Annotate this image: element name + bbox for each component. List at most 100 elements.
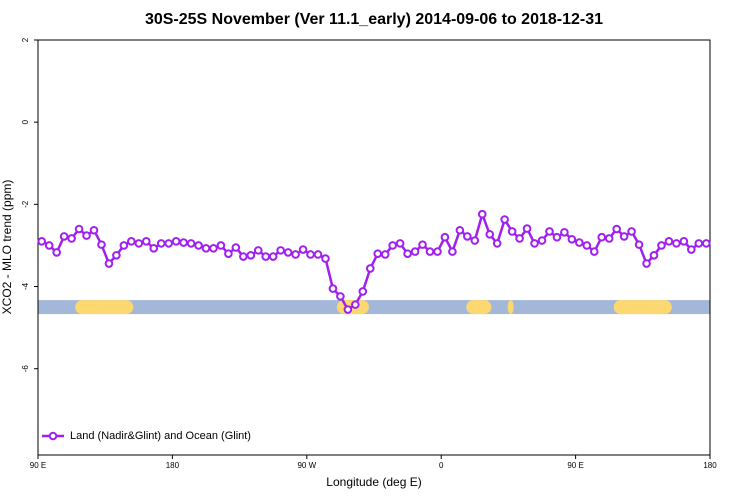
y-tick-label: -4 bbox=[21, 282, 30, 290]
data-point bbox=[283, 248, 293, 257]
data-point bbox=[582, 241, 592, 250]
data-point bbox=[201, 244, 211, 253]
x-tick-label: 180 bbox=[166, 461, 180, 470]
data-point bbox=[343, 305, 353, 314]
data-point bbox=[589, 247, 599, 256]
ocean-band bbox=[38, 300, 710, 315]
data-point bbox=[179, 238, 188, 247]
data-point bbox=[186, 239, 196, 248]
data-point bbox=[74, 224, 84, 234]
land-band bbox=[466, 300, 492, 315]
data-point bbox=[156, 239, 166, 248]
data-point bbox=[627, 227, 636, 236]
y-tick-label: 0 bbox=[21, 119, 30, 124]
x-tick-label: 90 E bbox=[567, 461, 583, 470]
x-tick-label: 180 bbox=[703, 461, 717, 470]
data-point bbox=[216, 241, 226, 250]
data-point bbox=[141, 237, 151, 246]
data-point bbox=[537, 236, 547, 245]
data-point bbox=[679, 237, 689, 246]
data-point bbox=[418, 240, 427, 249]
data-point bbox=[313, 250, 323, 259]
data-point bbox=[388, 241, 397, 250]
data-point bbox=[291, 250, 300, 259]
data-point bbox=[470, 236, 480, 245]
data-point bbox=[687, 245, 696, 254]
data-point bbox=[268, 252, 278, 261]
data-point bbox=[515, 234, 524, 243]
data-point bbox=[365, 264, 375, 273]
data-point bbox=[485, 230, 495, 239]
data-point bbox=[672, 239, 681, 248]
data-point bbox=[664, 237, 674, 246]
data-point bbox=[336, 292, 345, 301]
data-point bbox=[403, 249, 412, 258]
data-point bbox=[224, 249, 233, 258]
data-point bbox=[597, 232, 607, 242]
data-point bbox=[642, 259, 651, 268]
data-point bbox=[209, 244, 218, 253]
data-point bbox=[171, 237, 181, 246]
data-point bbox=[567, 234, 577, 244]
data-point bbox=[425, 247, 435, 256]
data-point bbox=[612, 224, 621, 234]
data-point bbox=[59, 232, 69, 241]
data-point bbox=[649, 251, 659, 260]
y-tick-label: 2 bbox=[21, 37, 30, 42]
y-tick-label: -6 bbox=[21, 365, 30, 373]
chart-title: 30S-25S November (Ver 11.1_early) 2014-0… bbox=[145, 11, 603, 28]
y-axis-label: XCO2 - MLO trend (ppm) bbox=[0, 180, 14, 315]
data-point bbox=[276, 246, 285, 255]
plot-frame bbox=[37, 39, 711, 456]
y-tick-label: -2 bbox=[21, 200, 30, 208]
data-point bbox=[530, 239, 539, 248]
data-point bbox=[52, 248, 61, 257]
data-point bbox=[328, 284, 338, 293]
data-point bbox=[694, 239, 704, 248]
data-point bbox=[112, 251, 121, 260]
data-point bbox=[351, 300, 360, 309]
series-line bbox=[41, 210, 707, 312]
land-band bbox=[613, 300, 672, 315]
data-point bbox=[246, 251, 256, 260]
data-point bbox=[575, 238, 584, 247]
data-point bbox=[507, 227, 517, 236]
legend-label: Land (Nadir&Glint) and Ocean (Glint) bbox=[70, 430, 251, 442]
data-point bbox=[104, 259, 114, 268]
data-point bbox=[440, 232, 450, 242]
data-point bbox=[231, 243, 241, 252]
data-point bbox=[261, 252, 271, 261]
data-point bbox=[321, 254, 330, 263]
data-point bbox=[298, 245, 308, 254]
data-point bbox=[455, 225, 465, 235]
data-point bbox=[380, 250, 390, 259]
data-point bbox=[433, 247, 442, 256]
data-point bbox=[127, 237, 136, 246]
data-point bbox=[194, 241, 203, 250]
data-point bbox=[477, 209, 487, 219]
data-point bbox=[134, 239, 144, 248]
x-axis-label: Longitude (deg E) bbox=[326, 475, 421, 489]
data-point bbox=[164, 239, 173, 248]
x-tick-label: 90 W bbox=[297, 461, 316, 470]
x-tick-label: 0 bbox=[439, 461, 444, 470]
data-point bbox=[82, 231, 91, 240]
data-point bbox=[701, 239, 711, 248]
data-point bbox=[97, 240, 106, 249]
legend-marker bbox=[48, 431, 58, 441]
data-point bbox=[253, 246, 263, 255]
data-point bbox=[560, 227, 569, 237]
data-point bbox=[358, 287, 368, 296]
land-band bbox=[75, 300, 134, 315]
data-point bbox=[306, 250, 315, 259]
data-point bbox=[89, 225, 99, 235]
data-point bbox=[67, 234, 76, 243]
data-point bbox=[448, 247, 457, 256]
data-point bbox=[552, 232, 562, 242]
data-point bbox=[395, 239, 405, 248]
data-point bbox=[619, 232, 629, 241]
data-point bbox=[44, 241, 54, 250]
data-point bbox=[500, 215, 509, 224]
data-point bbox=[37, 237, 47, 246]
